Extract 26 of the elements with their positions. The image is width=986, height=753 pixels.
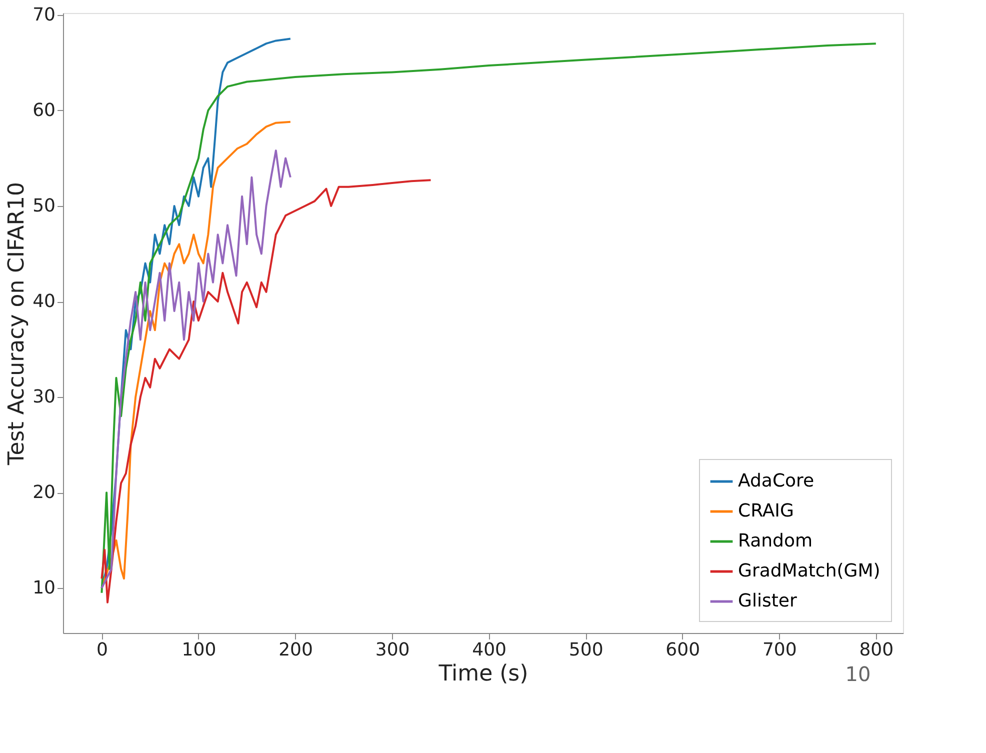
y-tick-label: 50 bbox=[32, 195, 56, 216]
y-tick-label: 40 bbox=[32, 291, 56, 312]
x-tick-label: 500 bbox=[568, 640, 604, 660]
y-tick-label: 30 bbox=[32, 386, 56, 408]
legend-label: Glister bbox=[738, 590, 798, 612]
legend-label: GradMatch(GM) bbox=[738, 560, 880, 582]
x-tick-label: 700 bbox=[762, 640, 797, 660]
x-tick-label: 200 bbox=[278, 640, 313, 660]
x-axis-title: Time (s) bbox=[438, 662, 528, 686]
x-tick-label: 100 bbox=[182, 640, 216, 660]
text: 10 bbox=[845, 662, 871, 686]
x-tick-label: 800 bbox=[859, 640, 894, 660]
y-tick-label: 60 bbox=[32, 100, 56, 121]
legend-label: Random bbox=[738, 530, 813, 552]
y-tick-label: 70 bbox=[32, 4, 56, 26]
x-tick-label: 0 bbox=[96, 640, 108, 660]
legend-label: CRAIG bbox=[738, 500, 794, 522]
line-series bbox=[100, 42, 877, 594]
x-tick-label: 400 bbox=[472, 640, 506, 660]
x-tick-label: 600 bbox=[666, 640, 700, 660]
legend-label: AdaCore bbox=[738, 470, 814, 492]
y-axis-title: Test Accuracy on CIFAR10 bbox=[4, 182, 30, 466]
line-series bbox=[100, 179, 432, 604]
y-tick-label: 20 bbox=[32, 482, 56, 504]
y-tick-label: 10 bbox=[32, 578, 56, 599]
x-tick-label: 300 bbox=[375, 640, 410, 660]
